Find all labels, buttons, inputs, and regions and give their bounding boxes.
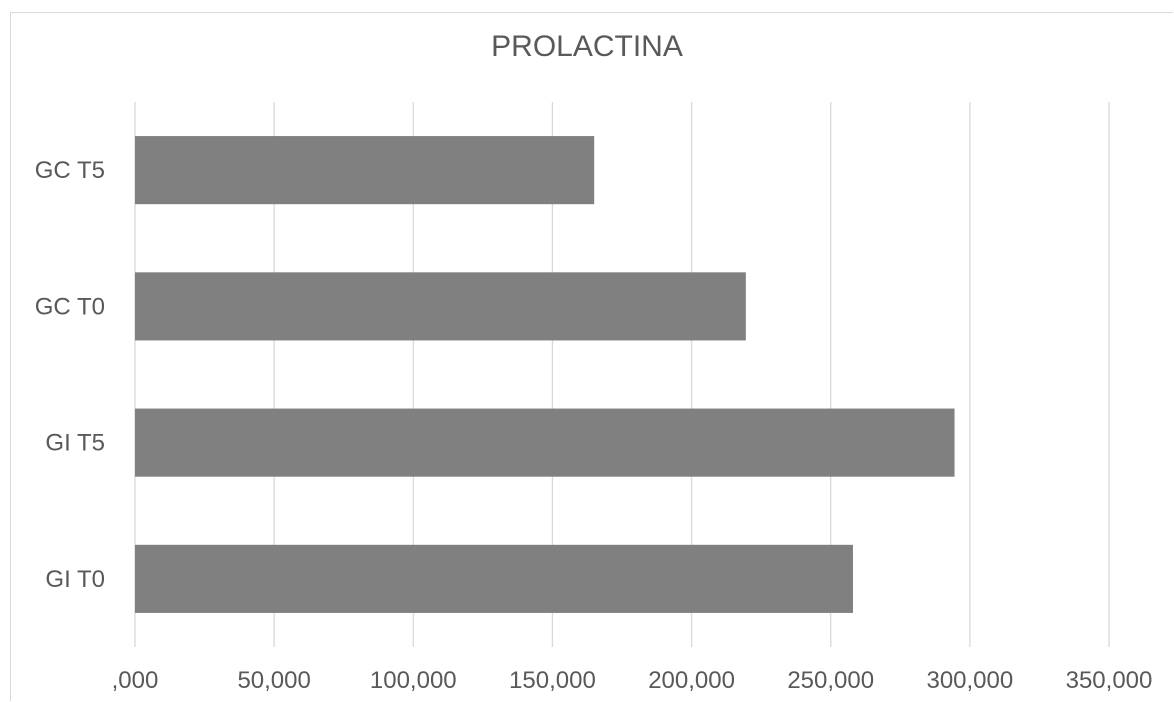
bar <box>135 408 955 477</box>
y-category-label: GI T0 <box>45 566 105 593</box>
x-tick-label: 250,000 <box>787 667 874 694</box>
x-tick-label: 150,000 <box>509 667 596 694</box>
x-tick-label: 300,000 <box>926 667 1013 694</box>
x-tick-label: 200,000 <box>648 667 735 694</box>
y-category-label: GC T0 <box>35 293 105 320</box>
x-tick-label: ,000 <box>112 667 159 694</box>
bar <box>135 544 853 613</box>
x-tick-label: 50,000 <box>237 667 310 694</box>
chart-title: PROLACTINA <box>491 30 683 63</box>
y-category-label: GI T5 <box>45 430 105 457</box>
y-category-label: GC T5 <box>35 157 105 184</box>
bar <box>135 136 595 205</box>
chart-frame <box>10 12 1173 701</box>
x-tick-label: 100,000 <box>370 667 457 694</box>
x-tick-label: 350,000 <box>1066 667 1153 694</box>
bar <box>135 272 746 341</box>
